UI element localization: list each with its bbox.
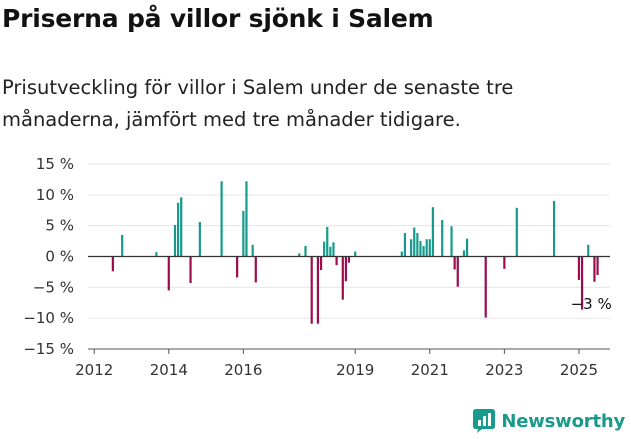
bar — [465, 238, 469, 257]
bar — [580, 256, 584, 310]
bar — [593, 256, 596, 282]
bar — [484, 256, 487, 318]
chart-subtitle: Prisutveckling för villor i Salem under … — [2, 76, 514, 131]
brand-name: Newsworthy — [501, 410, 625, 432]
bar — [503, 256, 506, 269]
bar — [177, 202, 180, 257]
bar — [410, 239, 413, 257]
y-tick-label: −10 % — [23, 309, 74, 327]
bar — [242, 210, 245, 257]
bar — [326, 226, 329, 257]
bar — [189, 256, 192, 284]
x-tick-label: 2012 — [75, 361, 113, 379]
x-axis: 2012 2014 2016 2019 2021 2023 2025 — [75, 348, 610, 379]
y-tick-label: 15 % — [36, 155, 74, 173]
x-tick-label: 2023 — [485, 361, 523, 379]
bar — [173, 225, 177, 257]
x-tick-label: 2025 — [560, 361, 598, 379]
bar — [304, 246, 307, 257]
bar — [236, 256, 239, 278]
bar — [245, 181, 248, 257]
bar — [298, 253, 301, 257]
bar — [400, 251, 403, 257]
bar — [111, 256, 114, 272]
y-tick-label: −5 % — [33, 278, 74, 296]
bar — [155, 252, 158, 257]
bar — [316, 256, 320, 324]
bar — [323, 241, 326, 257]
x-tick-label: 2019 — [336, 361, 374, 379]
bar — [167, 256, 170, 291]
bar — [254, 256, 257, 283]
x-tick-label: 2016 — [224, 361, 262, 379]
bar — [577, 256, 581, 280]
bar — [251, 244, 254, 257]
bar — [587, 244, 590, 257]
bar — [428, 239, 431, 257]
newsworthy-logo: Newsworthy — [473, 409, 625, 433]
y-tick-label: 10 % — [36, 186, 74, 204]
bar — [403, 233, 407, 257]
bar — [462, 250, 466, 257]
bar — [335, 256, 338, 266]
bar — [354, 251, 357, 257]
y-tick-label: 5 % — [45, 217, 74, 235]
chart-title: Priserna på villor sjönk i Salem — [2, 4, 434, 33]
y-tick-label: −15 % — [23, 340, 74, 358]
bar — [310, 256, 313, 324]
bar — [596, 256, 599, 275]
bar — [450, 226, 453, 257]
bar — [121, 234, 124, 257]
y-tick-label: 0 % — [45, 248, 74, 266]
bar — [422, 246, 425, 257]
bar — [419, 241, 422, 257]
bar — [220, 181, 223, 257]
bars — [111, 181, 599, 324]
bar — [198, 221, 201, 257]
bar — [341, 256, 344, 300]
annotation-label: −3 % — [571, 295, 612, 313]
bar — [347, 256, 351, 263]
bar — [441, 220, 444, 257]
y-axis-tick-labels: 15 % 10 % 5 % 0 % −5 % −10 % −15 % — [23, 155, 74, 358]
x-tick-label: 2021 — [411, 361, 449, 379]
x-tick-label: 2014 — [150, 361, 188, 379]
bar — [416, 233, 419, 257]
bar — [552, 201, 556, 257]
annotation: −3 % — [571, 295, 612, 313]
bar — [515, 207, 518, 257]
bar — [453, 256, 456, 270]
newsworthy-logo-icon — [473, 409, 496, 433]
bar — [319, 256, 323, 271]
bar — [431, 207, 434, 257]
bar — [456, 256, 459, 287]
bar — [413, 227, 416, 257]
bar — [425, 239, 428, 257]
bar — [180, 197, 183, 257]
bar — [344, 256, 347, 282]
bar — [329, 246, 332, 257]
bar — [332, 242, 335, 257]
